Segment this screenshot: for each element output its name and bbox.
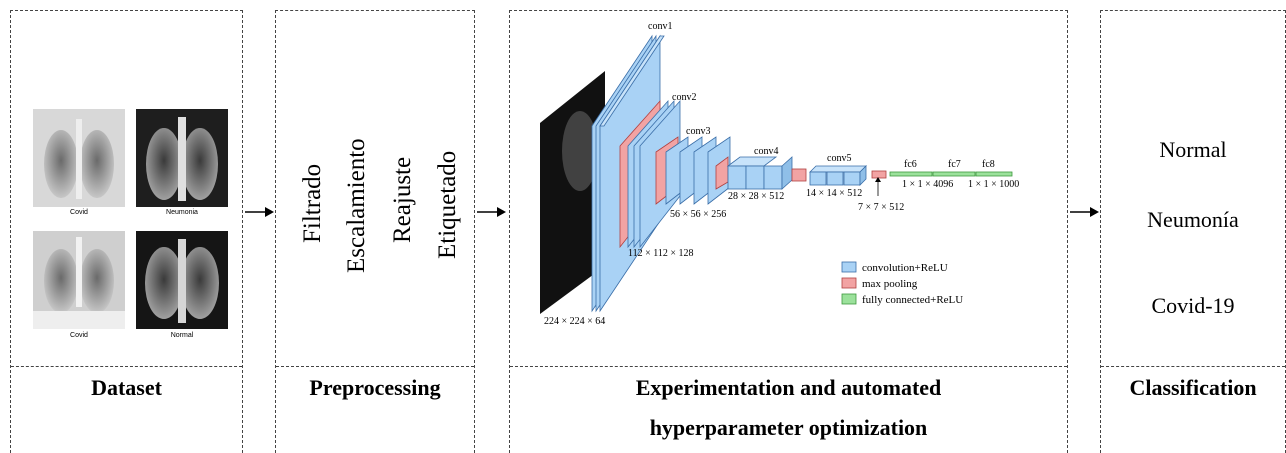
legend-pool-swatch [841,277,857,289]
dataset-images: Covid Neumonia [11,11,242,366]
preprocessing-label: Preprocessing [309,375,441,400]
classification-panel: Normal Neumonía Covid-19 Classification [1100,10,1286,453]
xray-normal [136,231,228,329]
xray-caption: Normal [170,332,194,339]
vgg16-network-diagram: conv1 conv2 conv3 conv4 conv5 fc6 fc7 fc… [540,21,1019,327]
legend-pool-label: max pooling [862,278,918,290]
conv5-label: conv5 [827,153,851,164]
classification-label: Classification [1129,375,1257,400]
conv2-label: conv2 [672,92,696,103]
step-etiquetado: Etiquetado [434,150,461,259]
dim-fc6-label: 1 × 1 × 4096 [902,179,953,190]
dim-112-label: 112 × 112 × 128 [628,248,694,259]
fc8-label: fc8 [982,159,995,170]
step-filtrado: Filtrado [299,163,326,243]
xray-caption: Neumonia [166,209,198,216]
dim-14-label: 14 × 14 × 512 [806,188,862,199]
conv3-label: conv3 [686,126,710,137]
xray-covid-1 [33,109,125,207]
dim-28-label: 28 × 28 × 512 [728,191,784,202]
dim-7-label: 7 × 7 × 512 [858,202,904,213]
classification-classes: Normal Neumonía Covid-19 [1101,11,1285,366]
panel-divider [510,366,1067,367]
dataset-panel: Covid Neumonia [10,10,243,453]
class-covid19: Covid-19 [1151,293,1235,318]
conv2-block [619,99,681,249]
legend-conv-label: convolution+ReLU [862,262,948,274]
class-normal: Normal [1159,137,1227,162]
dim-224-label: 224 × 224 × 64 [544,316,605,327]
legend-fc-label: fully connected+ReLU [862,294,963,306]
step-escalamiento: Escalamiento [343,138,370,273]
legend-fc-swatch [841,293,857,305]
panel-divider [276,366,474,367]
chest-xray-covid-1-icon [33,109,125,207]
conv5-block [791,165,867,186]
conv4-label: conv4 [754,146,778,157]
fc7-label: fc7 [948,159,961,170]
preprocessing-steps: Filtrado Escalamiento Reajuste Etiquetad… [276,11,474,366]
fc-blocks [889,171,1013,177]
xray-covid-2 [33,231,125,329]
network-legend: convolution+ReLU max pooling fully conne… [841,261,963,306]
experimentation-label-line2: hyperparameter optimization [649,415,928,440]
experimentation-panel: conv1 conv2 conv3 conv4 conv5 fc6 fc7 fc… [509,10,1068,453]
xray-caption: Covid [70,209,88,216]
dataset-label: Dataset [91,375,162,400]
pool5-block [871,170,887,179]
conv4-block [715,156,793,190]
network-area: conv1 conv2 conv3 conv4 conv5 fc6 fc7 fc… [510,11,1067,366]
step-reajuste: Reajuste [389,156,416,243]
chest-xray-normal-icon [136,231,228,329]
chest-xray-pneumonia-icon [136,109,228,207]
dim-fc8-label: 1 × 1 × 1000 [968,179,1019,190]
arrow-right-icon [477,207,506,217]
arrow-right-icon [1070,207,1099,217]
preprocessing-panel: Filtrado Escalamiento Reajuste Etiquetad… [275,10,475,453]
fc6-label: fc6 [904,159,917,170]
input-image-detail [562,111,598,191]
pool5-pointer-head [875,177,881,182]
arrow-right-icon [245,207,274,217]
experimentation-label-line1: Experimentation and automated [635,375,942,400]
xray-caption: Covid [70,332,88,339]
legend-conv-swatch [841,261,857,273]
class-neumonia: Neumonía [1147,207,1239,232]
panel-divider [1101,366,1285,367]
chest-xray-covid-2-icon [33,231,125,329]
conv3-block [655,136,731,205]
panel-divider [11,366,242,367]
conv1-label: conv1 [648,21,672,32]
dim-56-label: 56 × 56 × 256 [670,209,726,220]
xray-pneumonia [136,109,228,207]
